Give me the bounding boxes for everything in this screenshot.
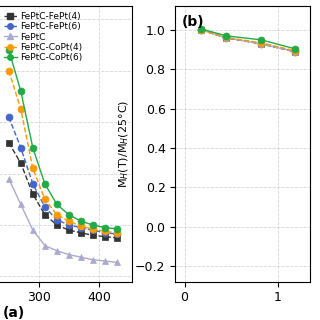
Y-axis label: M$_{H}$(T)/M$_{H}$(25°C): M$_{H}$(T)/M$_{H}$(25°C) — [117, 100, 131, 188]
Text: (a): (a) — [3, 306, 26, 320]
Text: (b): (b) — [182, 15, 204, 29]
Legend: FePtC-FePt(4), FePtC-FePt(6), FePtC, FePtC-CoPt(4), FePtC-CoPt(6): FePtC-FePt(4), FePtC-FePt(6), FePtC, FeP… — [3, 11, 83, 63]
